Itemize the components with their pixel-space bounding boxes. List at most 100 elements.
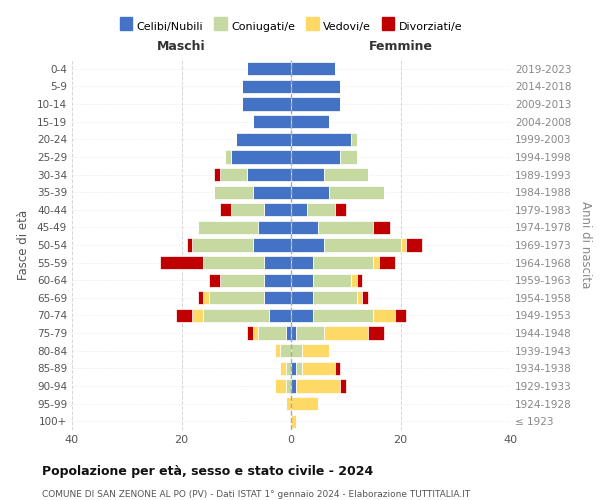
Bar bbox=[319, 221, 373, 234]
Bar bbox=[313, 256, 373, 269]
Bar bbox=[324, 168, 368, 181]
Text: Femmine: Femmine bbox=[368, 40, 433, 53]
Bar bbox=[280, 344, 291, 358]
Bar bbox=[406, 238, 422, 252]
Bar bbox=[368, 326, 384, 340]
Bar bbox=[214, 168, 220, 181]
Bar bbox=[401, 238, 406, 252]
Text: Maschi: Maschi bbox=[157, 40, 206, 53]
Bar bbox=[247, 326, 253, 340]
Bar bbox=[236, 132, 291, 146]
Bar bbox=[263, 291, 291, 304]
Bar bbox=[220, 168, 247, 181]
Bar bbox=[286, 397, 291, 410]
Bar bbox=[286, 380, 291, 392]
Bar bbox=[258, 326, 286, 340]
Bar bbox=[351, 274, 357, 287]
Bar bbox=[203, 309, 269, 322]
Bar bbox=[291, 238, 324, 252]
Bar bbox=[291, 309, 313, 322]
Bar bbox=[302, 362, 335, 375]
Bar bbox=[209, 274, 220, 287]
Bar bbox=[340, 380, 346, 392]
Bar bbox=[351, 132, 357, 146]
Bar bbox=[231, 150, 291, 164]
Bar bbox=[291, 80, 340, 93]
Bar bbox=[214, 186, 253, 198]
Text: COMUNE DI SAN ZENONE AL PO (PV) - Dati ISTAT 1° gennaio 2024 - Elaborazione TUTT: COMUNE DI SAN ZENONE AL PO (PV) - Dati I… bbox=[42, 490, 470, 499]
Bar bbox=[324, 238, 401, 252]
Bar bbox=[296, 326, 324, 340]
Bar bbox=[291, 150, 340, 164]
Bar bbox=[291, 397, 319, 410]
Bar bbox=[280, 362, 286, 375]
Bar bbox=[307, 203, 335, 216]
Bar bbox=[356, 274, 362, 287]
Bar bbox=[373, 309, 395, 322]
Bar bbox=[160, 256, 203, 269]
Bar bbox=[198, 291, 203, 304]
Bar bbox=[193, 238, 253, 252]
Bar bbox=[291, 344, 302, 358]
Bar bbox=[253, 326, 258, 340]
Bar bbox=[291, 203, 307, 216]
Bar bbox=[329, 186, 384, 198]
Bar bbox=[263, 274, 291, 287]
Bar bbox=[356, 291, 362, 304]
Bar bbox=[247, 168, 291, 181]
Bar bbox=[193, 309, 203, 322]
Bar bbox=[362, 291, 368, 304]
Bar bbox=[275, 380, 286, 392]
Bar bbox=[258, 221, 291, 234]
Bar bbox=[220, 203, 231, 216]
Bar bbox=[220, 274, 263, 287]
Bar bbox=[269, 309, 291, 322]
Bar bbox=[176, 309, 193, 322]
Bar bbox=[313, 274, 351, 287]
Bar bbox=[291, 132, 351, 146]
Bar bbox=[291, 380, 296, 392]
Bar bbox=[291, 168, 324, 181]
Bar bbox=[203, 291, 209, 304]
Y-axis label: Anni di nascita: Anni di nascita bbox=[580, 202, 592, 288]
Bar bbox=[253, 238, 291, 252]
Bar bbox=[291, 62, 335, 76]
Bar bbox=[340, 150, 356, 164]
Bar bbox=[263, 256, 291, 269]
Bar bbox=[291, 414, 296, 428]
Bar bbox=[286, 326, 291, 340]
Bar bbox=[335, 203, 346, 216]
Text: Popolazione per età, sesso e stato civile - 2024: Popolazione per età, sesso e stato civil… bbox=[42, 465, 373, 478]
Bar bbox=[198, 221, 258, 234]
Bar bbox=[395, 309, 406, 322]
Bar bbox=[247, 62, 291, 76]
Bar bbox=[379, 256, 395, 269]
Bar bbox=[291, 221, 319, 234]
Bar bbox=[291, 256, 313, 269]
Bar bbox=[187, 238, 193, 252]
Bar bbox=[242, 98, 291, 110]
Y-axis label: Fasce di età: Fasce di età bbox=[17, 210, 30, 280]
Bar bbox=[291, 98, 340, 110]
Bar bbox=[324, 326, 368, 340]
Bar bbox=[291, 186, 329, 198]
Bar bbox=[291, 362, 296, 375]
Bar bbox=[291, 291, 313, 304]
Bar bbox=[335, 362, 340, 375]
Bar bbox=[291, 274, 313, 287]
Bar bbox=[275, 344, 280, 358]
Bar bbox=[226, 150, 231, 164]
Bar bbox=[313, 291, 356, 304]
Bar bbox=[286, 362, 291, 375]
Bar bbox=[291, 326, 296, 340]
Bar bbox=[253, 115, 291, 128]
Bar bbox=[242, 80, 291, 93]
Bar bbox=[263, 203, 291, 216]
Bar bbox=[203, 256, 263, 269]
Bar bbox=[253, 186, 291, 198]
Legend: Celibi/Nubili, Coniugati/e, Vedovi/e, Divorziati/e: Celibi/Nubili, Coniugati/e, Vedovi/e, Di… bbox=[115, 18, 467, 36]
Bar bbox=[209, 291, 263, 304]
Bar bbox=[373, 256, 379, 269]
Bar bbox=[296, 380, 340, 392]
Bar bbox=[302, 344, 329, 358]
